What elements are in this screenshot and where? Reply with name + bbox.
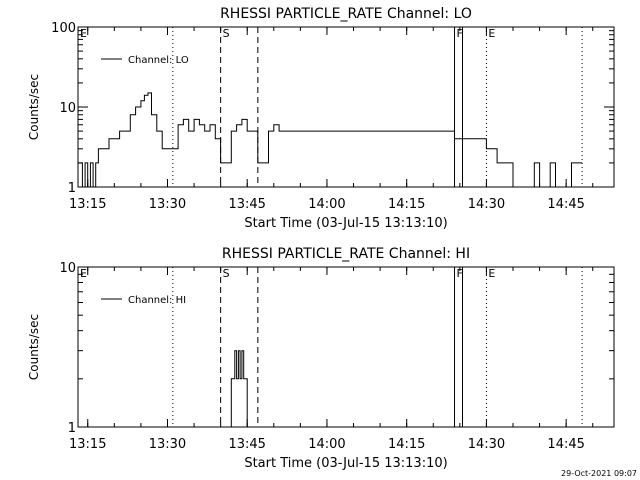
legend-label: Channel: LO bbox=[128, 55, 189, 66]
x-tick-label: 14:45 bbox=[547, 197, 584, 212]
plot-frame bbox=[77, 266, 615, 428]
y-tick-label: 1 bbox=[68, 181, 76, 196]
x-tick-label: 14:00 bbox=[308, 437, 345, 452]
event-marker-label: E bbox=[80, 267, 87, 280]
footer-timestamp: 29-Oct-2021 09:07 bbox=[561, 469, 637, 478]
legend-label: Channel: HI bbox=[128, 295, 186, 306]
x-tick-label: 14:00 bbox=[308, 197, 345, 212]
x-tick-label: 13:15 bbox=[69, 437, 106, 452]
y-axis-label: Counts/sec bbox=[27, 314, 41, 380]
event-marker-label: E bbox=[80, 27, 87, 40]
x-tick-label: 14:30 bbox=[468, 437, 505, 452]
series-line bbox=[228, 350, 251, 428]
x-axis-label: Start Time (03-Jul-15 13:13:10) bbox=[244, 216, 447, 231]
event-marker-label: E bbox=[488, 27, 495, 40]
x-tick-label: 13:30 bbox=[149, 437, 186, 452]
y-tick-label: 1 bbox=[68, 421, 76, 436]
y-axis-label: Counts/sec bbox=[27, 74, 41, 140]
chart-panel-0: RHESSI PARTICLE_RATE Channel: LO Counts/s… bbox=[27, 6, 615, 231]
x-tick-label: 13:30 bbox=[149, 197, 186, 212]
chart-panel-1: RHESSI PARTICLE_RATE Channel: HI Counts/s… bbox=[27, 246, 615, 471]
event-marker-label: F bbox=[457, 27, 463, 40]
x-tick-label: 14:15 bbox=[388, 437, 425, 452]
chart-title: RHESSI PARTICLE_RATE Channel: HI bbox=[222, 246, 470, 262]
x-axis-label: Start Time (03-Jul-15 13:13:10) bbox=[244, 456, 447, 471]
x-tick-label: 13:15 bbox=[69, 197, 106, 212]
y-tick-label: 100 bbox=[51, 21, 76, 36]
y-tick-label: 10 bbox=[59, 261, 76, 276]
series-line bbox=[78, 92, 583, 188]
x-tick-label: 13:45 bbox=[228, 197, 265, 212]
x-tick-label: 13:45 bbox=[228, 437, 265, 452]
y-tick-label: 10 bbox=[59, 101, 76, 116]
event-marker-label: E bbox=[488, 267, 495, 280]
event-marker-label: S bbox=[223, 27, 230, 40]
x-tick-label: 14:15 bbox=[388, 197, 425, 212]
chart-title: RHESSI PARTICLE_RATE Channel: LO bbox=[220, 6, 472, 22]
plot-frame bbox=[77, 26, 615, 188]
event-marker-label: S bbox=[223, 267, 230, 280]
x-tick-label: 14:30 bbox=[468, 197, 505, 212]
x-tick-label: 14:45 bbox=[547, 437, 584, 452]
event-marker-label: F bbox=[457, 267, 463, 280]
